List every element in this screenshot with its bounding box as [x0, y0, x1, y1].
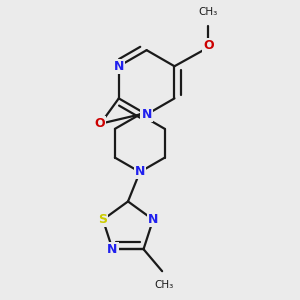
Text: O: O	[203, 39, 214, 52]
Text: CH₃: CH₃	[154, 280, 173, 290]
Text: N: N	[135, 166, 145, 178]
Text: S: S	[98, 213, 107, 226]
Text: N: N	[114, 60, 124, 73]
Text: N: N	[107, 243, 118, 256]
Text: N: N	[148, 213, 158, 226]
Text: N: N	[141, 108, 152, 121]
Text: CH₃: CH₃	[199, 7, 218, 17]
Text: O: O	[95, 117, 106, 130]
